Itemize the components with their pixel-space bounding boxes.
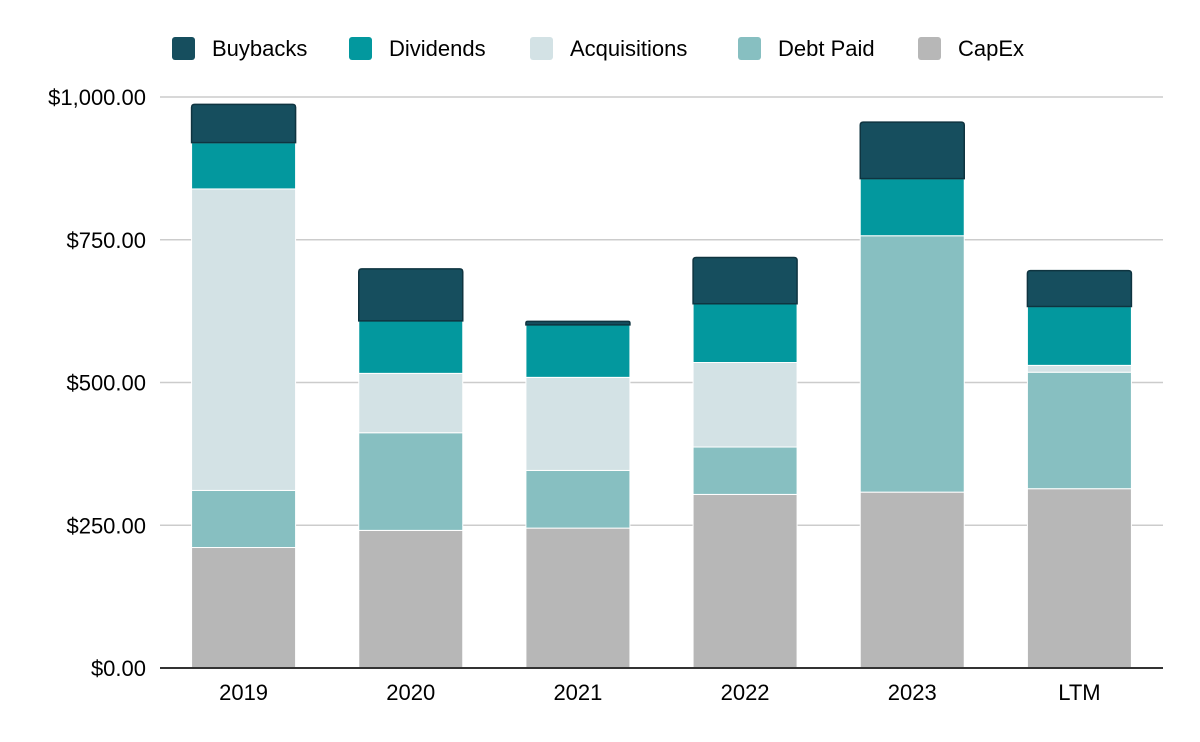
legend-swatch-dividends — [349, 37, 372, 60]
bar-capex-2020 — [358, 529, 464, 669]
axes: $0.00 $250.00 $500.00 $750.00 $1,000.00 2019 2… — [48, 85, 1163, 705]
bar-debt-paid-2022 — [692, 446, 798, 495]
bar-acquisitions-ltm — [1026, 364, 1132, 373]
bar-dividends-2023 — [859, 178, 965, 237]
bar-debt-paid-2021 — [525, 469, 631, 529]
bar-buybacks-2020 — [358, 268, 464, 322]
bar-debt-paid-2020 — [358, 432, 464, 531]
bar-buybacks-ltm — [1026, 269, 1133, 308]
legend-swatch-buybacks — [172, 37, 195, 60]
bar-dividends-2021 — [525, 324, 631, 378]
legend-item-dividends: Dividends — [349, 36, 486, 61]
legend: Buybacks Dividends Acquisitions Debt Paid Ca… — [172, 36, 1024, 61]
y-tick-label: $1,000.00 — [48, 85, 146, 110]
legend-swatch-capex — [918, 37, 941, 60]
bar-debt-paid-2019 — [191, 489, 297, 549]
bar-dividends-2022 — [692, 303, 798, 364]
x-tick-label: LTM — [1058, 680, 1100, 705]
legend-item-capex: CapEx — [918, 36, 1024, 61]
bar-debt-paid-ltm — [1026, 371, 1132, 490]
bar-buybacks-2021 — [525, 320, 631, 326]
legend-item-debt-paid: Debt Paid — [738, 36, 875, 61]
x-tick-label: 2023 — [888, 680, 937, 705]
legend-label-buybacks: Buybacks — [212, 36, 307, 61]
bar-capex-2022 — [692, 493, 798, 669]
legend-swatch-acquisitions — [530, 37, 553, 60]
bar-dividends-ltm — [1026, 306, 1132, 366]
bar-debt-paid-2023 — [859, 235, 965, 493]
x-tick-label: 2021 — [553, 680, 602, 705]
bar-buybacks-2019 — [190, 103, 297, 144]
x-tick-label: 2020 — [386, 680, 435, 705]
gridlines — [160, 96, 1163, 526]
y-tick-label: $750.00 — [66, 228, 146, 253]
legend-swatch-debt-paid — [738, 37, 761, 60]
legend-item-buybacks: Buybacks — [172, 36, 307, 61]
bar-buybacks-2023 — [859, 121, 965, 180]
x-tick-label: 2022 — [721, 680, 770, 705]
bar-acquisitions-2020 — [358, 372, 464, 434]
legend-label-capex: CapEx — [958, 36, 1024, 61]
bar-capex-2023 — [859, 491, 965, 669]
legend-label-debt-paid: Debt Paid — [778, 36, 875, 61]
bar-dividends-2020 — [358, 320, 464, 374]
legend-label-dividends: Dividends — [389, 36, 486, 61]
bar-dividends-2019 — [191, 142, 297, 190]
bar-buybacks-2022 — [692, 256, 798, 305]
bar-acquisitions-2021 — [525, 376, 631, 471]
legend-label-acquisitions: Acquisitions — [570, 36, 687, 61]
bar-capex-2021 — [525, 527, 631, 669]
y-tick-label: $0.00 — [91, 656, 146, 681]
bars — [190, 103, 1133, 669]
legend-item-acquisitions: Acquisitions — [530, 36, 687, 61]
x-tick-label: 2019 — [219, 680, 268, 705]
y-tick-label: $250.00 — [66, 513, 146, 538]
bar-capex-ltm — [1026, 488, 1132, 669]
bar-capex-2019 — [191, 547, 297, 669]
y-tick-label: $500.00 — [66, 371, 146, 396]
bar-acquisitions-2022 — [692, 362, 798, 448]
bar-acquisitions-2019 — [191, 188, 297, 491]
